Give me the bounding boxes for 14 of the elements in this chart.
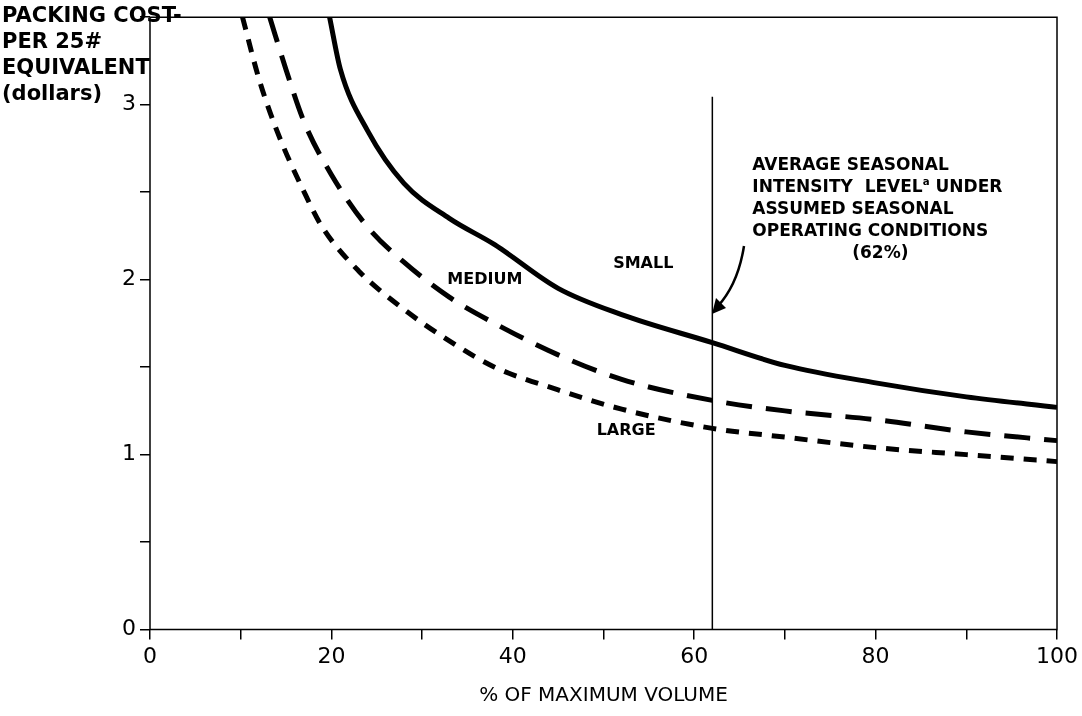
x-tick-label: 20 bbox=[317, 642, 346, 668]
series-label: LARGE bbox=[596, 420, 656, 440]
y-tick-label: 1 bbox=[122, 440, 136, 466]
x-tick-label: 0 bbox=[143, 642, 157, 668]
x-axis-title: % OF MAXIMUM VOLUME bbox=[479, 682, 728, 707]
y-tick-label: 3 bbox=[122, 90, 136, 116]
x-tick-label: 60 bbox=[680, 642, 709, 668]
x-tick-label: 40 bbox=[498, 642, 527, 668]
series-label: MEDIUM bbox=[447, 269, 523, 289]
x-tick-label: 100 bbox=[1036, 642, 1078, 668]
x-tick-label: 80 bbox=[861, 642, 890, 668]
y-tick-label: 2 bbox=[122, 265, 136, 291]
text: SMALL bbox=[613, 252, 674, 272]
y-tick-label: 0 bbox=[122, 615, 136, 641]
